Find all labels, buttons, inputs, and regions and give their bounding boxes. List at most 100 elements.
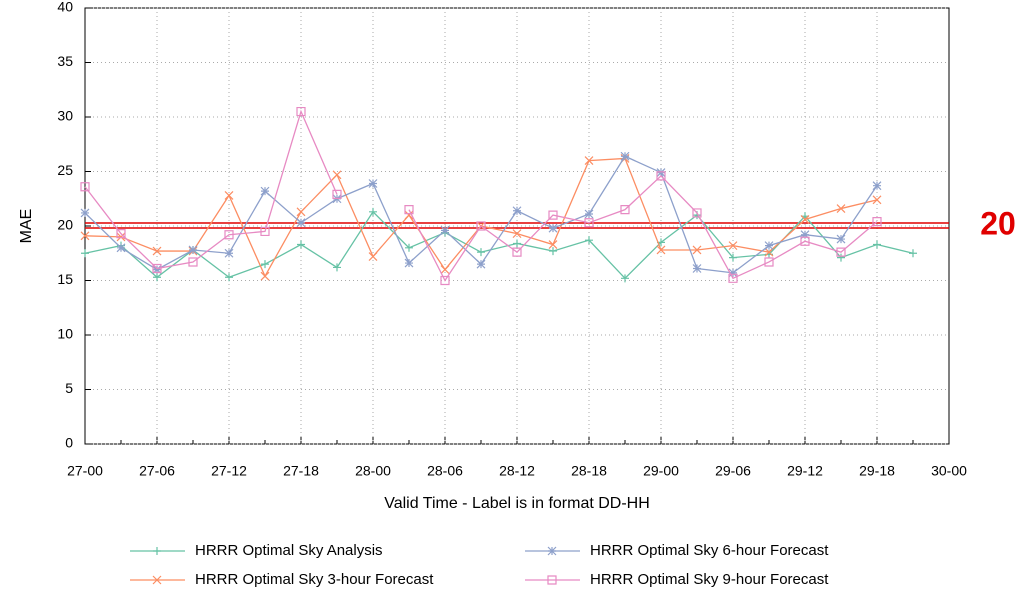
data-point [512,229,522,239]
y-tick-label: 10 [57,326,73,342]
data-point [656,171,666,181]
data-point [728,268,738,278]
x-tick-label: 27-00 [67,463,103,479]
x-tick-label: 28-00 [355,463,391,479]
x-tick-label: 27-06 [139,463,175,479]
data-point [405,243,413,252]
legend-label: HRRR Optimal Sky Analysis [195,542,383,559]
y-tick-label: 25 [57,162,73,178]
data-point [404,205,414,215]
data-point [548,223,558,233]
y-tick-label: 15 [57,271,73,287]
x-tick-label: 28-06 [427,463,463,479]
legend-marker [153,547,161,555]
data-point [296,106,306,117]
data-point [477,248,485,257]
legend-marker [547,575,557,585]
data-point [800,230,810,240]
x-tick-label: 29-06 [715,463,751,479]
data-point [764,257,774,267]
data-point [404,210,414,220]
data-point [548,210,558,220]
data-point [440,225,450,235]
x-axis-label: Valid Time - Label is in format DD-HH [384,495,650,512]
legend-marker [152,575,162,585]
x-tick-label: 30-00 [931,463,967,479]
y-tick-label: 5 [65,380,73,396]
data-point [260,186,270,196]
data-point [369,207,377,216]
data-point [584,218,594,228]
data-point [116,229,126,239]
y-tick-label: 20 [57,217,73,233]
data-point [440,265,450,275]
data-point [873,240,881,249]
x-tick-label: 29-18 [859,463,895,479]
y-tick-label: 35 [57,53,73,69]
data-point [152,265,162,275]
data-point [80,208,90,218]
legend-label: HRRR Optimal Sky 9-hour Forecast [590,571,829,588]
data-point [225,273,233,282]
data-point [476,221,486,231]
data-point [188,257,198,267]
data-point [872,195,882,205]
data-point [404,258,414,268]
data-point [80,182,90,192]
y-tick-label: 0 [65,435,73,451]
data-point [116,232,126,242]
data-point [261,260,269,269]
data-point [80,231,90,241]
data-point [909,249,917,258]
data-point [333,263,341,272]
data-point [729,253,737,262]
legend-label: HRRR Optimal Sky 3-hour Forecast [195,571,434,588]
x-tick-label: 29-12 [787,463,823,479]
data-point [692,264,702,273]
data-point [440,275,450,286]
data-point [872,217,882,227]
data-point [296,207,306,217]
x-tick-label: 28-18 [571,463,607,479]
data-point [116,243,126,253]
data-point [332,170,342,180]
y-tick-label: 40 [57,0,73,15]
data-point [764,247,774,257]
x-tick-label: 28-12 [499,463,535,479]
x-tick-label: 29-00 [643,463,679,479]
data-point [836,204,846,213]
data-point [152,246,162,256]
data-point [728,241,738,251]
data-point [692,208,702,218]
y-tick-label: 30 [57,108,73,124]
data-point [224,248,234,258]
data-point [836,234,846,244]
data-point [296,218,306,228]
data-point [368,179,378,188]
data-point [620,205,630,215]
data-point [476,259,486,269]
data-point [512,247,522,257]
data-point [368,252,378,261]
y-axis-label: MAE [18,209,35,244]
reference-label: 20 [980,205,1016,241]
series-line [84,210,914,280]
data-point [800,215,810,224]
data-point [513,239,521,248]
data-point [656,245,666,255]
data-point [656,168,666,178]
data-point [188,245,198,255]
data-point [152,263,162,274]
data-point [837,253,845,262]
data-point [260,271,270,281]
data-point [728,273,738,283]
data-point [512,206,522,216]
data-point [800,236,810,246]
data-point [872,181,882,191]
data-point [224,191,234,200]
data-point [585,236,593,245]
data-point [81,249,89,258]
data-point [297,240,305,249]
legend-marker [547,546,557,556]
